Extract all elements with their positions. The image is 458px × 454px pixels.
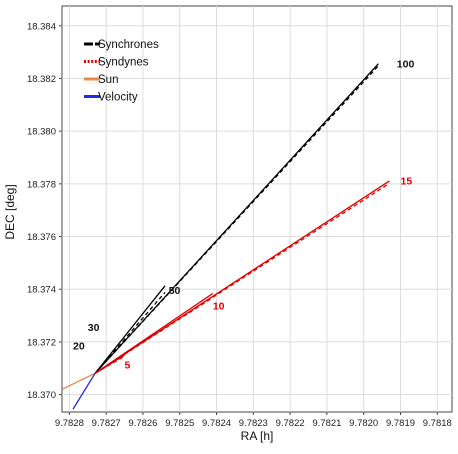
legend-label: Velocity	[98, 92, 138, 104]
legend-label: Synchrones	[98, 39, 159, 51]
y-axis-label: DEC [deg]	[3, 184, 17, 239]
annotation-label: 15	[400, 176, 412, 188]
annotation-label: 100	[397, 58, 415, 70]
velocity-solid-line	[72, 372, 96, 410]
x-tick-label: 9.7824	[202, 418, 231, 429]
x-tick-label: 9.7827	[92, 418, 121, 429]
legend-item: Velocity	[84, 92, 138, 104]
synchrones-solid-line	[94, 285, 166, 374]
series-synchrones	[94, 63, 379, 374]
x-axis-ticks: 9.7828 9.7827 9.7826 9.7825 9.7824 9.7823 9.78…	[55, 412, 452, 429]
legend-label: Syndynes	[98, 57, 149, 69]
series-syndynes	[94, 180, 390, 374]
x-axis-label: RA [h]	[241, 429, 274, 443]
plot-area	[61, 5, 453, 413]
annotation-label: 5	[125, 359, 131, 371]
series-velocity	[72, 372, 96, 410]
y-tick-label: 18.372	[27, 337, 56, 348]
y-tick-label: 18.384	[27, 21, 56, 32]
legend-item: Sun	[84, 74, 118, 86]
x-tick-label: 9.7826	[128, 418, 157, 429]
x-tick-label: 9.7828	[55, 418, 84, 429]
legend-item: Syndynes	[84, 57, 149, 69]
y-tick-label: 18.378	[27, 179, 56, 190]
synchrones-solid-line	[94, 63, 379, 374]
y-tick-label: 18.382	[27, 74, 56, 85]
legend-label: Sun	[98, 74, 118, 86]
x-tick-label: 9.7818	[423, 418, 452, 429]
annotation-label: 30	[88, 322, 100, 334]
sun-solid-line	[61, 372, 96, 390]
x-tick-label: 9.7821	[312, 418, 341, 429]
legend: Synchrones Syndynes Sun Velocity	[84, 39, 159, 104]
annotation-label: 20	[73, 340, 85, 352]
annotation-label: 50	[169, 285, 181, 297]
annotation-label: 10	[213, 301, 225, 313]
synchrones-dashed-line	[94, 291, 166, 374]
y-tick-label: 18.376	[27, 232, 56, 243]
y-tick-label: 18.374	[27, 285, 56, 296]
syndynes-dashed-line	[94, 355, 125, 374]
grid	[62, 6, 452, 412]
x-tick-label: 9.7819	[386, 418, 415, 429]
series-sun	[61, 372, 96, 390]
y-tick-label: 18.370	[27, 390, 56, 401]
x-tick-label: 9.7820	[349, 418, 378, 429]
x-tick-label: 9.7822	[276, 418, 305, 429]
x-tick-label: 9.7823	[239, 418, 268, 429]
y-tick-label: 18.380	[27, 127, 56, 138]
y-axis-ticks: 18.370 18.372 18.374 18.376 18.378 18.380 18.3…	[27, 21, 62, 401]
x-tick-label: 9.7825	[165, 418, 194, 429]
legend-item: Synchrones	[84, 39, 159, 51]
series-layer	[61, 63, 390, 410]
